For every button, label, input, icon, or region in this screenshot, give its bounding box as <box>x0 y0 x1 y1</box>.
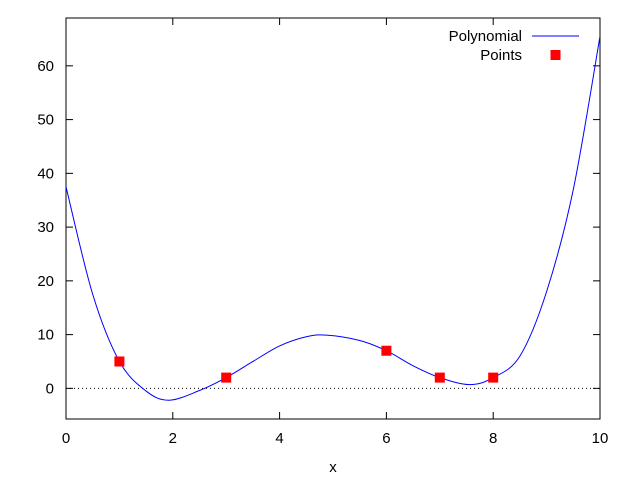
y-tick-label: 60 <box>37 58 54 75</box>
series-group <box>66 36 600 401</box>
data-point <box>434 372 445 383</box>
y-tick-label: 40 <box>37 165 54 182</box>
x-tick-label: 0 <box>62 430 70 447</box>
series-line-polynomial <box>66 36 600 401</box>
x-tick-label: 8 <box>489 430 497 447</box>
tick-labels: 0 2 4 6 8 10 0 10 20 30 40 50 60 <box>37 58 608 447</box>
y-tick-label: 50 <box>37 112 54 129</box>
x-tick-label: 2 <box>169 430 177 447</box>
x-tick-label: 4 <box>275 430 283 447</box>
legend-label: Points <box>480 47 522 64</box>
axes <box>65 17 601 420</box>
y-tick-label: 20 <box>37 273 54 290</box>
plot-frame <box>65 17 601 420</box>
y-tick-label: 10 <box>37 327 54 344</box>
data-point <box>488 372 499 383</box>
legend-label: Polynomial <box>449 28 522 45</box>
legend: Polynomial Points <box>449 28 579 64</box>
y-tick-label: 0 <box>46 380 54 397</box>
data-point <box>114 356 125 367</box>
y-tick-label: 30 <box>37 219 54 236</box>
x-axis-label: x <box>329 459 337 476</box>
x-tick-label: 6 <box>382 430 390 447</box>
data-point <box>381 345 392 356</box>
x-tick-label: 10 <box>592 430 609 447</box>
data-point <box>221 372 232 383</box>
legend-marker-swatch <box>550 50 561 60</box>
